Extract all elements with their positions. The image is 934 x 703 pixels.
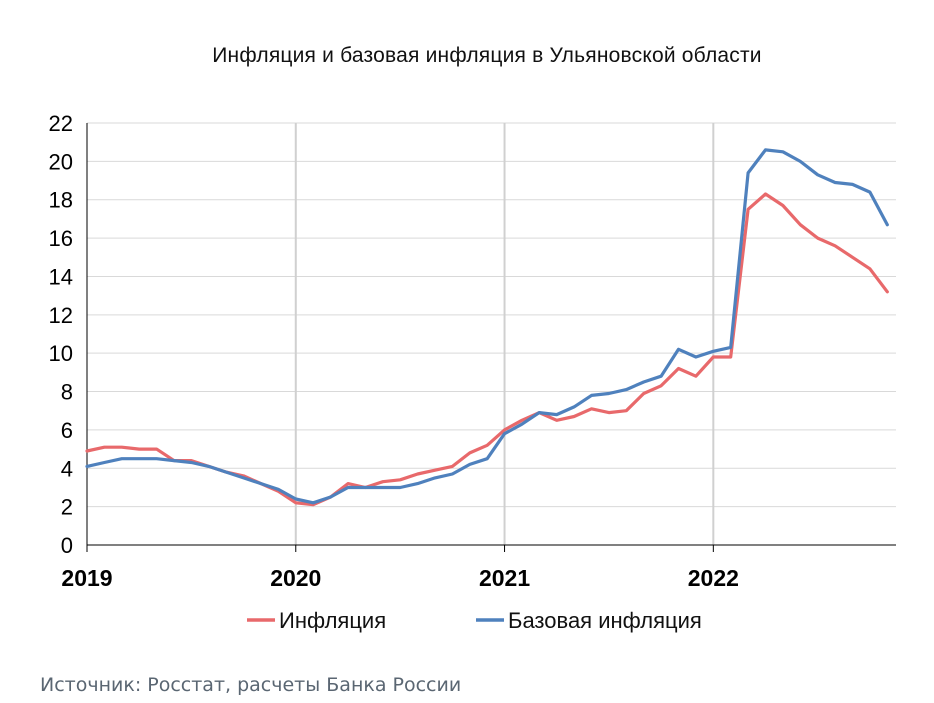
x-tick-label-2022: 2022 <box>688 565 739 591</box>
y-tick-label-2: 2 <box>61 495 73 520</box>
series-line-core-inflation <box>85 148 889 505</box>
source-note: Источник: Росстат, расчеты Банка России <box>40 674 462 696</box>
legend-label-inflation: Инфляция <box>279 608 386 633</box>
y-tick-label-22: 22 <box>49 111 73 136</box>
y-tick-label-6: 6 <box>61 418 73 443</box>
chart-title: Инфляция и базовая инфляция в Ульяновско… <box>212 44 762 67</box>
y-tick-label-20: 20 <box>49 149 73 174</box>
x-tick-label-2021: 2021 <box>479 565 530 591</box>
series-layer <box>85 148 889 507</box>
y-tick-label-8: 8 <box>61 380 73 405</box>
y-tick-label-12: 12 <box>49 303 73 328</box>
y-tick-label-10: 10 <box>49 341 73 366</box>
x-tick-label-2020: 2020 <box>270 565 321 591</box>
y-tick-label-16: 16 <box>49 226 73 251</box>
y-tick-label-0: 0 <box>61 533 73 558</box>
y-tick-label-14: 14 <box>49 264 73 289</box>
x-tick-label-2019: 2019 <box>61 565 112 591</box>
legend-label-core-inflation: Базовая инфляция <box>508 608 702 633</box>
grid-layer <box>87 122 896 545</box>
y-tick-label-4: 4 <box>61 456 73 481</box>
legend: Инфляция Базовая инфляция <box>247 608 702 633</box>
y-tick-label-18: 18 <box>49 188 73 213</box>
